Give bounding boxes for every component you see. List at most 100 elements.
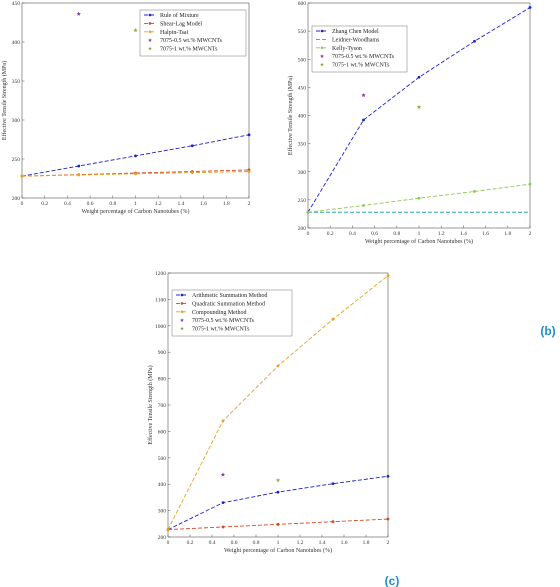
panel-b-ytick-label: 400: [298, 114, 307, 120]
panel-c-x-axis-label: Weight percentage of Carbon Nanotubes (%…: [224, 547, 332, 554]
panel-a-y-axis-label: Effective Tensile Strength (MPa): [1, 61, 8, 140]
panel-c-data-point: [166, 528, 170, 532]
panel-b-legend-swatch: [320, 54, 324, 58]
panel-b-data-point: [417, 75, 421, 79]
panel-a-series-line: [21, 171, 250, 177]
panel-b-xtick-label: 1.2: [438, 231, 445, 237]
panel-b-label: (b): [540, 324, 555, 338]
panel-c-ytick-label: 1000: [155, 324, 166, 330]
panel-a-ytick-label: 350: [12, 79, 21, 85]
panel-b-xtick-label: 1.6: [482, 231, 489, 237]
panel-a-legend-entry: Halpin-Tsai: [160, 30, 189, 36]
panel-b-xtick-label: 0.2: [327, 231, 334, 237]
panel-c-data-point: [221, 525, 225, 529]
panel-c-data-point: [386, 474, 390, 478]
panel-b-data-point: [528, 182, 532, 186]
panel-a-legend-entry: 7075-0.5 wt.% MWCNTs: [160, 38, 223, 44]
panel-a-legend-swatch: [148, 38, 152, 42]
panel-a-x-axis-label: Weight percentage of Carbon Nanotubes (%…: [82, 208, 190, 215]
panel-a-xtick-label: 0: [21, 201, 24, 207]
panel-b-data-point: [306, 210, 310, 214]
panel-b-y-axis-label: Effective Tensile Strength (MPa): [287, 76, 294, 155]
panel-c-data-point: [386, 517, 390, 521]
panel-b-experimental-point: [361, 92, 366, 98]
panel-a-data-point: [247, 170, 251, 173]
panel-c-xtick-label: 1: [277, 540, 280, 546]
panel-c-legend-box: [171, 289, 293, 337]
panel-a-experimental-point: [76, 11, 81, 16]
panel-a-legend-entry: Shear-Lag Model: [160, 21, 202, 27]
panel-b-ytick-label: 200: [298, 226, 307, 232]
panel-b-x-axis-label: Weight percentage of Carbon Nanotubes (%…: [365, 238, 473, 245]
panel-a-ytick-label: 300: [12, 118, 21, 124]
panel-a-xtick-label: 1.8: [223, 201, 230, 207]
panel-c-ytick-label: 900: [158, 350, 167, 356]
panel-a-xtick-label: 1.2: [155, 201, 162, 207]
panel-c-xtick-label: 1.8: [363, 540, 370, 546]
panel-b: 0 0.2 0.4 0.6 0.8 1 1.2 1.4 1.6 1.8 2 200 250 300 350 4…: [287, 1, 556, 338]
panel-b-experimental-point: [416, 104, 422, 109]
panel-c-experimental-point: [220, 472, 226, 477]
panel-c-xtick-label: 0.2: [187, 540, 194, 546]
panel-b-data-point: [528, 6, 532, 9]
panel-c-ytick-label: 400: [158, 482, 167, 488]
panel-c-data-point: [386, 274, 390, 278]
panel-b-ytick-label: 500: [298, 57, 307, 63]
panel-c-ytick-label: 500: [158, 456, 167, 462]
panel-b-xtick-label: 1: [418, 231, 421, 237]
panel-c-legend-swatch: [180, 326, 184, 331]
panel-b-data-point: [473, 39, 476, 43]
panel-c-xtick-label: 1.2: [297, 540, 304, 546]
panel-c-experimental-point: [275, 477, 281, 483]
panel-a-ytick-label: 200: [12, 196, 21, 202]
panel-c-y-axis-label: Effective Tensile Strength (MPa): [147, 365, 154, 444]
panel-a-data-point: [134, 154, 137, 158]
panel-c-legend-entry: Arithmetic Summation Method: [192, 293, 267, 299]
panel-b-data-point: [473, 190, 476, 193]
panel-c-legend-swatch-dot: [180, 302, 184, 305]
panel-b-ytick-label: 550: [298, 29, 307, 35]
panel-a-legend-swatch-dot: [148, 30, 152, 34]
panel-a-xtick-label: 1.4: [177, 201, 184, 207]
panel-a-legend-swatch: [148, 46, 152, 51]
panel-a-legend-entry: 7075-1 wt.% MWCNTs: [160, 47, 218, 53]
panel-c-xtick-label: 0: [167, 540, 170, 546]
panel-b-xtick-label: 2: [529, 231, 532, 237]
panel-b-xtick-label: 0: [307, 231, 310, 237]
panel-b-legend-entry: 7075-1 wt.% MWCNTs: [332, 63, 390, 69]
panel-a-data-point: [247, 133, 251, 137]
panel-b-ytick-label: 300: [298, 170, 307, 176]
panel-c-legend-entry: 7075-1 wt.% MWCNTs: [192, 327, 250, 333]
panel-c-xtick-label: 0.6: [231, 540, 238, 546]
panel-c-ytick-label: 700: [158, 403, 167, 409]
panel-a-ytick-label: 400: [12, 40, 21, 46]
panel-c-ytick-label: 1200: [155, 271, 166, 277]
panel-c-data-point: [276, 522, 280, 526]
panel-c-label: (c): [385, 574, 400, 587]
panel-c-data-point: [221, 501, 225, 505]
panel-c-legend-entry: 7075-0.5 wt.% MWCNTs: [192, 318, 255, 324]
panel-c-data-point: [331, 520, 335, 524]
panel-c-ytick-label: 200: [158, 535, 167, 541]
panel-a-data-point: [190, 171, 194, 175]
panel-b-ytick-label: 450: [298, 85, 307, 91]
panel-c-xtick-label: 1.4: [319, 540, 326, 546]
panel-b-legend-entry: Leidner-Woodhams: [332, 37, 380, 43]
panel-a-legend-box: [139, 9, 247, 57]
panel-b-legend-entry: 7075-0.5 wt.% MWCNTs: [332, 54, 395, 60]
panel-c-xtick-label: 0.8: [253, 540, 260, 546]
panel-a-data-point: [20, 174, 24, 178]
panel-b-xtick-label: 1.4: [460, 231, 467, 237]
panel-b-legend-entry: Kelly-Tyson: [332, 46, 362, 52]
panel-c-legend-swatch-dot: [180, 310, 184, 314]
panel-b-legend-swatch: [320, 62, 324, 67]
panel-c-legend-entry: Compounding Method: [192, 310, 247, 316]
panel-b-legend-entry: Zhang Chen Model: [332, 29, 379, 35]
panel-b-data-point: [362, 204, 365, 207]
panel-c-xtick-label: 0.4: [209, 540, 216, 546]
panel-a-legend-swatch-dot: [148, 22, 152, 25]
panel-b-xtick-label: 0.4: [349, 231, 356, 237]
panel-a-data-point: [77, 173, 81, 177]
panel-b-xtick-label: 0.6: [371, 231, 378, 237]
